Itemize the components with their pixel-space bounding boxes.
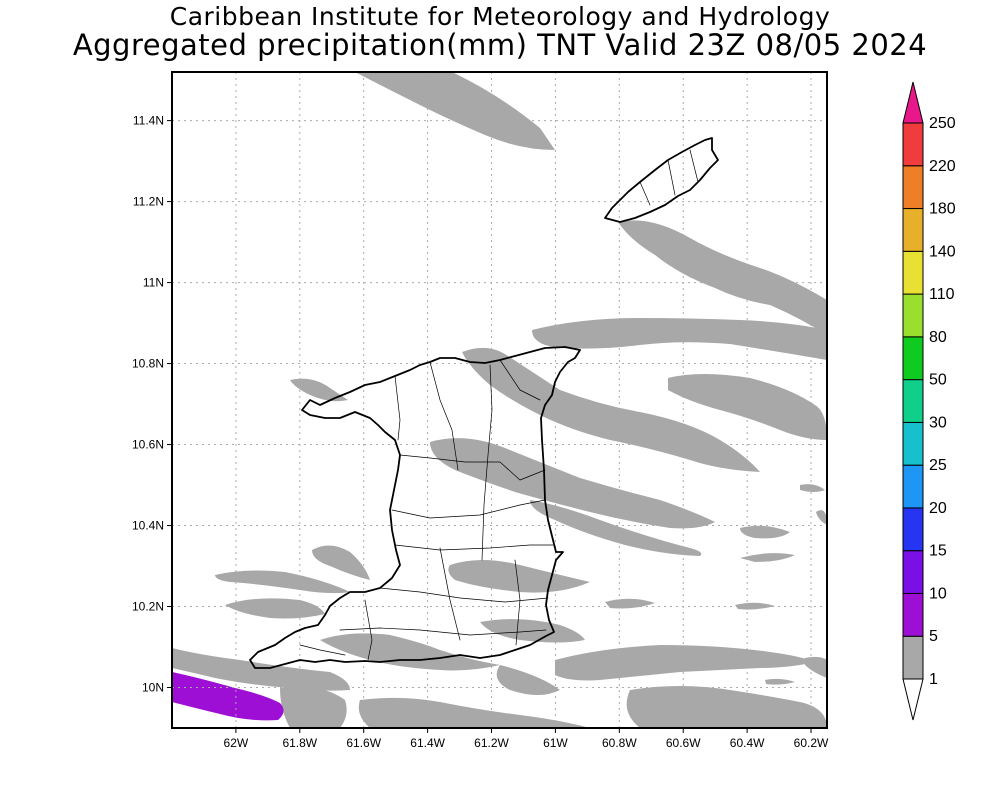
x-tick-label: 60.8W	[602, 736, 637, 750]
admin-boundary	[394, 375, 401, 441]
colorbar-level-label: 10	[929, 585, 947, 602]
colorbar-swatch	[902, 464, 924, 509]
colorbar-level-label: 50	[929, 372, 947, 389]
precip-band	[358, 697, 590, 728]
trinidad-coastline	[249, 346, 581, 669]
colorbar-swatch	[902, 507, 924, 552]
precip-band	[816, 510, 827, 525]
precip-band	[430, 438, 715, 529]
admin-boundary	[481, 364, 493, 561]
x-tick-label: 61W	[543, 736, 568, 750]
colorbar-level-label: 30	[929, 414, 947, 431]
precip-band	[555, 645, 815, 681]
colorbar-swatch	[902, 421, 924, 466]
admin-boundary	[514, 559, 521, 646]
admin-boundary	[439, 547, 461, 641]
precip-band	[312, 545, 370, 580]
colorbar-level-label: 110	[929, 286, 955, 303]
coastline-layer	[249, 137, 719, 669]
precip-band	[626, 686, 827, 728]
precip-band	[618, 220, 827, 335]
colorbar-over-triangle	[902, 81, 924, 124]
colorbar-level-label: 1	[929, 671, 938, 688]
precip-high-band	[172, 672, 284, 721]
x-tick-label: 61.2W	[474, 736, 509, 750]
map-frame	[171, 71, 828, 729]
precip-band	[320, 633, 500, 671]
colorbar-swatch	[902, 293, 924, 338]
precip-band	[800, 484, 825, 492]
admin-boundary	[639, 149, 699, 206]
precip-band	[355, 72, 555, 150]
admin-boundaries	[299, 149, 699, 661]
precip-band	[605, 598, 655, 609]
y-tick-label: 10.4N	[132, 519, 164, 533]
x-axis: 62W 61.8W 61.6W 61.4W 61.2W 61W 60.8W 60.6W 60.4…	[224, 728, 829, 750]
precip-band	[215, 570, 350, 594]
admin-boundary	[364, 599, 373, 661]
precip-band	[290, 378, 348, 402]
colorbar-level-label: 140	[929, 243, 956, 260]
colorbar-level-label: 20	[929, 500, 947, 517]
colorbar-level-label: 15	[929, 543, 947, 560]
admin-boundary	[429, 361, 459, 471]
colorbar-swatch	[902, 250, 924, 295]
colorbar-level-label: 5	[929, 628, 938, 645]
precip-band	[462, 347, 760, 472]
colorbar-swatch	[902, 336, 924, 381]
admin-boundary	[379, 587, 549, 603]
colorbar-swatch	[902, 635, 924, 680]
y-tick-label: 10.8N	[132, 357, 164, 371]
colorbar-swatch	[902, 592, 924, 637]
map-title-product: Aggregated precipitation(mm) TNT Valid 2…	[72, 28, 928, 62]
map-graticule	[172, 72, 827, 728]
x-tick-label: 60.6W	[666, 736, 701, 750]
admin-boundary	[391, 499, 546, 519]
x-tick-label: 61.6W	[346, 736, 381, 750]
precip-band	[448, 560, 590, 593]
y-axis: 10N 10.2N 10.4N 10.6N 10.8N 11N 11.2N 11.4N	[132, 114, 172, 695]
y-tick-label: 11.4N	[133, 114, 164, 128]
precip-band	[805, 656, 827, 678]
x-tick-label: 61.8W	[282, 736, 317, 750]
precip-band	[668, 374, 827, 440]
x-tick-label: 60.4W	[730, 736, 765, 750]
colorbar-level-label: 80	[929, 329, 947, 346]
precip-band	[532, 318, 827, 360]
colorbar-level-label: 220	[929, 158, 956, 175]
colorbar-under-triangle	[902, 678, 924, 721]
colorbar-swatch	[902, 165, 924, 210]
x-tick-label: 62W	[224, 736, 249, 750]
y-tick-label: 10.6N	[132, 438, 164, 452]
y-tick-label: 10.2N	[132, 600, 164, 614]
admin-boundary	[394, 544, 554, 551]
colorbar-swatch	[902, 122, 924, 167]
precip-band	[740, 525, 790, 539]
x-tick-label: 60.2W	[794, 736, 829, 750]
colorbar-swatch	[902, 379, 924, 423]
x-tick-label: 61.4W	[410, 736, 445, 750]
colorbar-level-label: 25	[929, 457, 947, 474]
precip-band	[280, 686, 347, 728]
colorbar-level-label: 180	[929, 201, 956, 218]
admin-boundary	[339, 627, 547, 636]
y-tick-label: 11N	[143, 276, 164, 290]
y-tick-label: 10N	[142, 681, 164, 695]
y-tick-label: 11.2N	[133, 195, 164, 209]
admin-boundary	[499, 359, 541, 401]
map-title-institute: Caribbean Institute for Meteorology and …	[169, 2, 831, 31]
colorbar-swatch	[902, 550, 924, 594]
precip-band	[765, 678, 795, 685]
precip-band	[530, 500, 702, 556]
precip-band	[740, 553, 795, 562]
tobago-coastline	[604, 137, 719, 223]
precip-band	[172, 648, 350, 691]
admin-boundary	[299, 644, 346, 656]
admin-boundary	[399, 454, 546, 481]
colorbar-swatch	[902, 208, 924, 252]
colorbar-level-label: 250	[929, 115, 956, 132]
